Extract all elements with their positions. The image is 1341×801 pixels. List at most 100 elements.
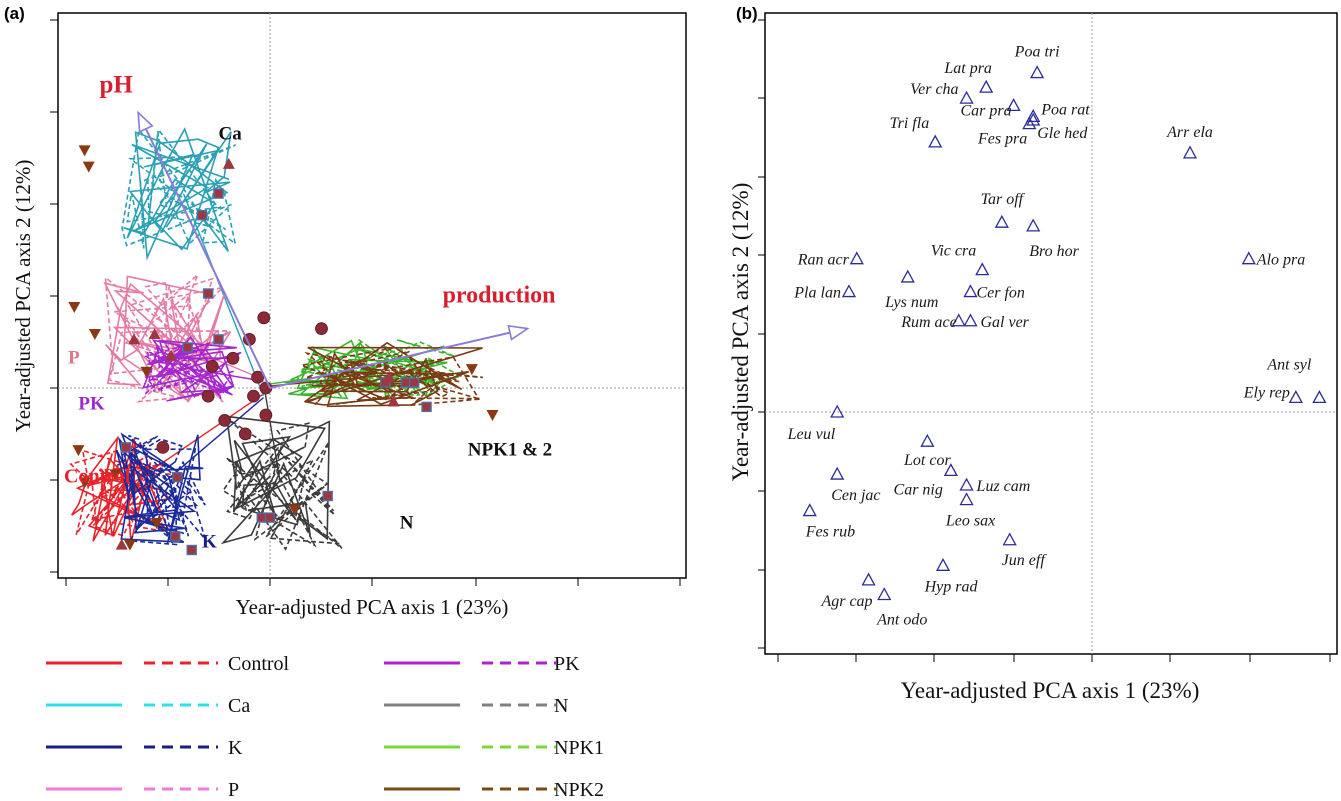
panel-a-tag: (a) <box>4 4 25 23</box>
square-marker <box>196 209 208 221</box>
triangle-down-marker <box>82 161 95 173</box>
triangle-down-marker <box>123 539 136 551</box>
circle-marker <box>315 322 328 336</box>
species-label: Fes rub <box>805 524 855 541</box>
species-label: Gal ver <box>980 314 1029 331</box>
group-label-control: Control <box>64 466 131 488</box>
panel-b-y-axis-title: Year-adjusted PCA axis 2 (12%) <box>728 183 753 482</box>
square-marker <box>170 531 181 542</box>
species-marker <box>861 572 876 586</box>
legend: Control Ca KP PK N NPK1 NPK2 <box>46 653 604 801</box>
species-label: Car pra <box>960 102 1011 119</box>
species-marker <box>877 587 892 601</box>
species-marker <box>1026 112 1041 126</box>
circle-marker <box>201 389 215 403</box>
triangle-down-marker <box>288 504 301 516</box>
species-label: Poa tri <box>1014 44 1060 61</box>
vector-production-label: production <box>443 283 556 309</box>
triangle-down-marker <box>68 302 81 313</box>
species-label: Ver cha <box>910 81 958 98</box>
circle-marker <box>247 389 260 403</box>
species-marker <box>1182 145 1198 159</box>
circle-marker <box>257 311 271 325</box>
triangle-up-marker <box>383 371 396 383</box>
group-label-k: K <box>202 531 217 552</box>
circle-marker <box>251 370 265 384</box>
square-marker <box>213 188 224 199</box>
panel-a-y-axis-title: Year-adjusted PCA axis 2 (12%) <box>11 160 35 433</box>
species-marker <box>1006 98 1021 112</box>
species-marker <box>830 466 845 480</box>
square-marker <box>120 442 132 453</box>
species-label: Leo sax <box>945 513 995 530</box>
triangle-down-marker <box>78 477 91 489</box>
species-label: Ran acr <box>797 252 850 269</box>
species-marker <box>951 313 966 327</box>
triangle-up-marker <box>128 333 141 345</box>
species-label: Lat pra <box>943 60 992 77</box>
species-marker <box>1288 390 1303 404</box>
trajectory-p-solid <box>103 275 232 403</box>
species-label: Cer fon <box>976 285 1024 302</box>
species-label: Lys num <box>884 294 938 311</box>
group-label-npk1-2: NPK1 & 2 <box>468 440 552 461</box>
species-label: Vic cra <box>931 243 976 260</box>
triangle-up-marker <box>115 538 128 550</box>
trajectory-pk-solid <box>142 335 242 402</box>
vector-production-line <box>269 327 528 389</box>
species-marker <box>1026 108 1041 122</box>
trajectory-ca-solid <box>123 127 232 261</box>
square-marker <box>202 288 214 299</box>
species-marker <box>1022 116 1037 130</box>
triangle-down-marker <box>78 145 91 157</box>
species-marker <box>841 284 857 298</box>
species-label: Agr cap <box>820 593 872 610</box>
square-marker <box>264 512 276 523</box>
species-marker <box>963 313 978 327</box>
trajectory-n-dashed <box>221 419 343 551</box>
species-label: Poa rat <box>1040 101 1090 118</box>
trajectory-k-dashed <box>116 434 207 546</box>
species-label: Ely rep <box>1243 384 1290 401</box>
triangle-up-marker <box>165 349 178 361</box>
legend-label-pk: PK <box>554 653 580 675</box>
species-marker <box>1241 251 1256 265</box>
square-marker <box>409 377 420 388</box>
species-marker <box>928 134 943 148</box>
panel-a-vectors: pH production <box>99 72 556 389</box>
species-marker <box>979 79 994 93</box>
species-marker <box>1312 390 1327 404</box>
group-label-n: N <box>400 512 414 533</box>
species-label: Cen jac <box>831 487 880 504</box>
triangle-up-marker <box>148 328 161 339</box>
group-label-ca: Ca <box>219 124 243 145</box>
legend-label-k: K <box>228 737 243 759</box>
species-marker <box>959 477 974 491</box>
species-label: Tar off <box>981 191 1026 208</box>
square-marker <box>182 342 193 353</box>
group-label-pk: PK <box>78 394 105 415</box>
species-label: Bro hor <box>1029 243 1079 260</box>
legend-label-n: N <box>554 695 568 717</box>
panel-b-x-axis-title: Year-adjusted PCA axis 1 (23%) <box>901 678 1200 703</box>
species-label: Fes pra <box>977 131 1027 148</box>
circle-marker <box>226 351 240 365</box>
square-marker <box>172 471 183 483</box>
square-marker <box>322 490 333 502</box>
triangle-down-marker <box>88 329 101 340</box>
species-marker <box>802 503 817 517</box>
vector-production-arrowhead <box>507 324 530 341</box>
panel-a-chart: pH production Ca P PK Control K N NPK1 & 2 Year… <box>11 12 687 619</box>
circle-marker <box>205 359 219 373</box>
species-label: Alo pra <box>1256 252 1305 269</box>
square-marker <box>186 544 197 556</box>
panel-a-group-labels: Ca P PK Control K N NPK1 & 2 <box>64 124 552 553</box>
panel-a-x-axis-title: Year-adjusted PCA axis 1 (23%) <box>236 595 509 619</box>
species-label: Car nig <box>894 481 943 498</box>
vector-pH-label: pH <box>99 72 133 99</box>
square-marker <box>421 401 432 413</box>
species-label: Ant syl <box>1266 356 1312 373</box>
legend-label-control: Control <box>228 653 290 675</box>
square-marker <box>213 334 224 345</box>
